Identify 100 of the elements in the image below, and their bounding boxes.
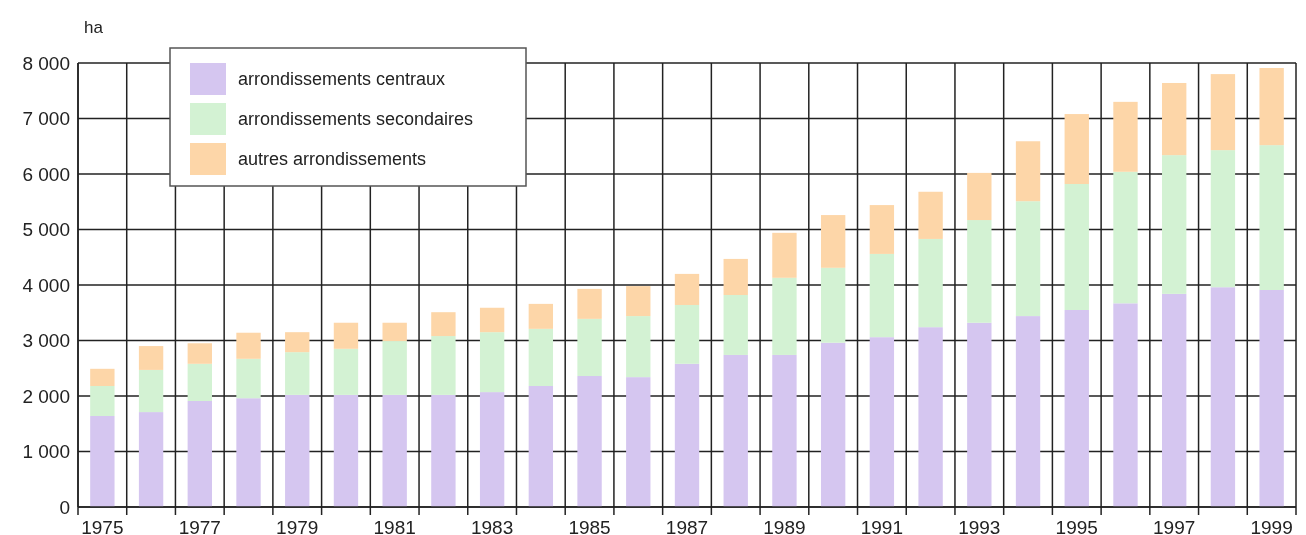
bar	[918, 191, 943, 239]
bar	[1015, 316, 1041, 507]
bar	[187, 363, 212, 401]
x-tick-label: 1989	[763, 517, 806, 535]
x-tick-label: 1997	[1153, 517, 1196, 535]
bar	[528, 386, 554, 507]
bar	[285, 332, 310, 353]
bar	[285, 352, 310, 395]
legend-label: arrondissements secondaires	[238, 109, 474, 130]
bar	[236, 358, 261, 399]
legend-label: autres arrondissements	[238, 149, 427, 170]
bar	[382, 341, 407, 395]
bar	[967, 220, 992, 323]
bar	[772, 277, 797, 355]
bar	[1113, 101, 1138, 172]
bar	[90, 415, 115, 507]
bar	[90, 386, 115, 416]
bar	[577, 376, 602, 507]
y-tick-label: 2 000	[22, 385, 70, 407]
bar	[820, 215, 846, 268]
bar	[528, 303, 554, 329]
bar	[1015, 141, 1041, 202]
bar	[1162, 155, 1187, 294]
bar	[333, 322, 359, 349]
y-tick-label: 4 000	[22, 274, 70, 296]
bar	[869, 337, 895, 507]
bar	[626, 316, 651, 378]
bar	[1259, 290, 1284, 507]
bar	[772, 232, 797, 278]
bar	[187, 343, 212, 364]
y-tick-label: 6 000	[22, 163, 70, 185]
bar	[577, 318, 602, 377]
bar	[479, 307, 505, 333]
bar	[1064, 309, 1089, 507]
bar	[479, 392, 505, 507]
y-tick-label: 3 000	[22, 330, 70, 352]
bar	[869, 205, 895, 254]
x-tick-label: 1977	[178, 517, 221, 535]
bar	[431, 394, 456, 507]
bar	[674, 363, 700, 507]
x-tick-label: 1983	[470, 517, 514, 535]
bar	[626, 286, 651, 317]
bar	[236, 398, 261, 507]
bar	[869, 253, 895, 338]
x-tick-label: 1987	[665, 517, 709, 535]
x-tick-label: 1993	[958, 517, 1001, 535]
bar	[1064, 114, 1089, 184]
y-tick-label: 5 000	[22, 219, 70, 241]
bar	[138, 412, 164, 507]
x-tick-label: 1991	[860, 517, 904, 535]
bar	[723, 354, 748, 507]
x-tick-label: 1975	[81, 517, 124, 535]
x-tick-label: 1985	[568, 517, 611, 535]
bar	[723, 258, 748, 295]
y-tick-label: 1 000	[22, 441, 70, 463]
bar	[138, 346, 164, 370]
bar	[1259, 68, 1284, 146]
bar	[479, 332, 505, 393]
bar	[967, 172, 992, 221]
bar	[1259, 145, 1284, 290]
x-tick-label: 1995	[1055, 517, 1098, 535]
y-tick-label: 8 000	[22, 52, 70, 74]
bar	[577, 288, 602, 319]
bar	[820, 342, 846, 507]
legend-label: arrondissements centraux	[238, 69, 446, 90]
bar	[382, 394, 407, 507]
x-tick-label: 1981	[373, 517, 416, 535]
bar	[723, 294, 748, 355]
bar	[138, 369, 164, 413]
bar	[918, 238, 943, 328]
bar	[431, 312, 456, 337]
bar	[1210, 74, 1236, 151]
bar	[90, 368, 115, 387]
y-tick-label: 0	[59, 496, 70, 518]
bar	[918, 327, 943, 507]
bar	[1015, 201, 1041, 317]
y-axis-title: ha	[84, 18, 104, 37]
bar	[1113, 303, 1138, 507]
bar	[333, 348, 359, 395]
x-tick-label: 1999	[1250, 517, 1293, 535]
y-tick-label: 7 000	[22, 108, 70, 130]
bar	[236, 332, 261, 359]
x-tick-label: 1979	[276, 517, 319, 535]
bar	[1210, 287, 1236, 507]
bar	[1162, 82, 1187, 156]
bar	[772, 354, 797, 507]
bar	[1064, 183, 1089, 310]
bar	[431, 336, 456, 395]
bar	[285, 394, 310, 507]
bar	[626, 377, 651, 507]
bar	[967, 322, 992, 507]
bar	[1210, 150, 1236, 288]
bar	[528, 328, 554, 387]
bar	[187, 401, 212, 507]
bar	[1162, 293, 1187, 507]
bar	[674, 304, 700, 364]
bar	[333, 394, 359, 507]
bar	[382, 322, 407, 342]
bar	[820, 267, 846, 343]
bar	[1113, 171, 1138, 304]
